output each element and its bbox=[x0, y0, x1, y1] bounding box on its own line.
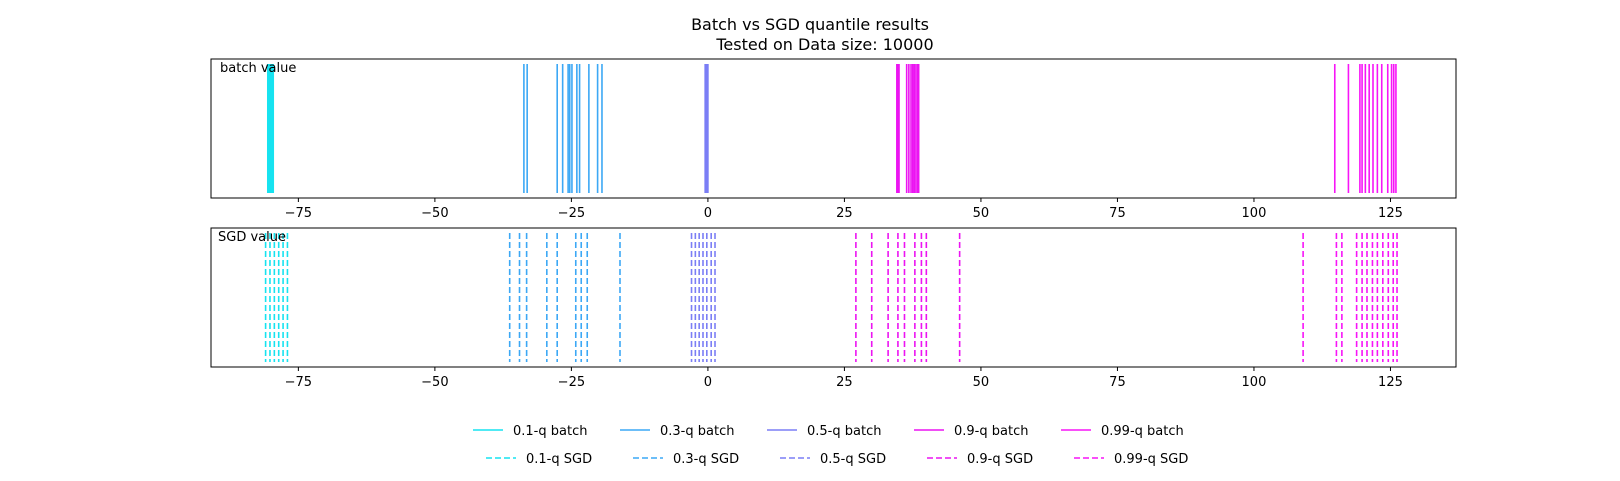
batch-x-axis: −75 −50 −25 0 25 50 75 100 125 bbox=[285, 198, 1403, 221]
sgd-x-tick-label: 100 bbox=[1242, 375, 1267, 390]
batch-x-tick-label: −75 bbox=[285, 206, 312, 221]
legend-label: 0.3-q batch bbox=[660, 424, 734, 439]
batch-panel: batch value −75 −50 −25 0 25 50 75 100 125 bbox=[210, 58, 1457, 221]
batch-panel-label: batch value bbox=[220, 61, 296, 76]
batch-x-tick-label: −25 bbox=[558, 206, 585, 221]
legend-label: 0.1-q SGD bbox=[526, 452, 592, 467]
sgd-panel-frame bbox=[210, 227, 1457, 368]
sgd-x-tick-label: −50 bbox=[421, 375, 448, 390]
legend-label: 0.99-q SGD bbox=[1114, 452, 1188, 467]
sgd-x-tick-label: −75 bbox=[285, 375, 312, 390]
batch-x-tick-label: 25 bbox=[836, 206, 853, 221]
sgd-event-lines bbox=[264, 233, 1398, 362]
sgd-panel: SGD value −75 −50 −25 0 25 50 75 100 125 bbox=[210, 227, 1457, 390]
chart-subtitle: Tested on Data size: 10000 bbox=[715, 35, 933, 54]
sgd-x-tick-label: 25 bbox=[836, 375, 853, 390]
batch-x-tick-label: 125 bbox=[1378, 206, 1403, 221]
chart-title: Batch vs SGD quantile results bbox=[691, 15, 929, 34]
batch-event-lines bbox=[266, 64, 1397, 193]
legend-label: 0.1-q batch bbox=[513, 424, 587, 439]
legend-label: 0.5-q batch bbox=[807, 424, 881, 439]
legend-label: 0.99-q batch bbox=[1101, 424, 1184, 439]
sgd-x-axis: −75 −50 −25 0 25 50 75 100 125 bbox=[285, 367, 1403, 390]
legend-label: 0.3-q SGD bbox=[673, 452, 739, 467]
sgd-x-tick-label: 50 bbox=[973, 375, 990, 390]
batch-x-tick-label: 75 bbox=[1109, 206, 1126, 221]
batch-x-tick-label: −50 bbox=[421, 206, 448, 221]
sgd-x-tick-label: 125 bbox=[1378, 375, 1403, 390]
legend-label: 0.9-q SGD bbox=[967, 452, 1033, 467]
batch-panel-frame bbox=[210, 58, 1457, 199]
sgd-panel-label: SGD value bbox=[218, 230, 286, 245]
sgd-x-tick-label: 0 bbox=[704, 375, 712, 390]
batch-x-tick-label: 0 bbox=[704, 206, 712, 221]
sgd-x-tick-label: −25 bbox=[558, 375, 585, 390]
batch-x-tick-label: 100 bbox=[1242, 206, 1267, 221]
sgd-x-tick-label: 75 bbox=[1109, 375, 1126, 390]
legend: 0.1-q batch 0.3-q batch 0.5-q batch 0.9-q b… bbox=[473, 424, 1188, 467]
legend-label: 0.5-q SGD bbox=[820, 452, 886, 467]
batch-x-tick-label: 50 bbox=[973, 206, 990, 221]
legend-label: 0.9-q batch bbox=[954, 424, 1028, 439]
